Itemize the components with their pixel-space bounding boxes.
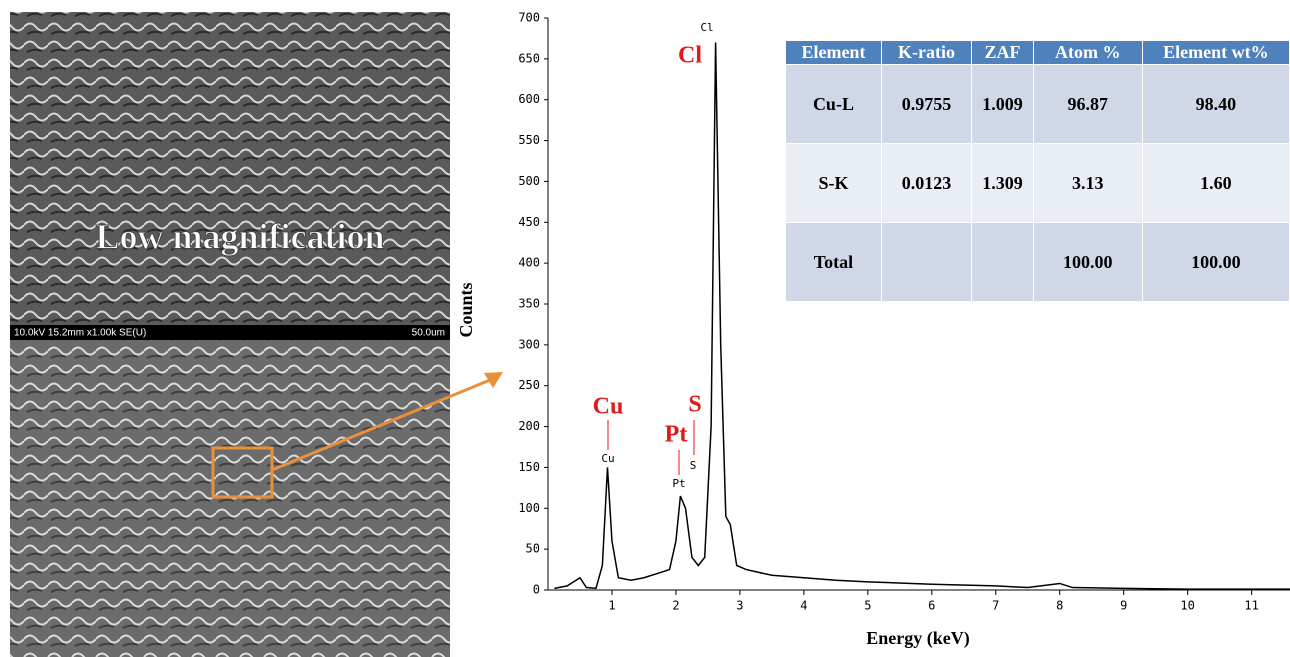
y-tick-label: 450 xyxy=(518,215,540,229)
header-row: Element K-ratio ZAF Atom % Element wt% xyxy=(785,40,1290,65)
peak-annotation: S xyxy=(688,392,701,418)
peak-label: S xyxy=(690,459,697,472)
y-tick-label: 350 xyxy=(518,297,540,311)
header-cell: K-ratio xyxy=(880,40,973,65)
table-cell xyxy=(971,222,1034,302)
peak-annotation: Cu xyxy=(593,394,624,420)
y-tick-label: 300 xyxy=(518,337,540,351)
arrow xyxy=(271,378,491,472)
spectrum-line xyxy=(554,42,1290,590)
y-label: Counts xyxy=(456,282,476,337)
y-tick-label: 700 xyxy=(518,11,540,25)
peak-label: Cl xyxy=(700,21,713,34)
table-cell: 0.9755 xyxy=(880,64,973,144)
x-tick-label: 1 xyxy=(608,599,615,613)
element-table: Element K-ratio ZAF Atom % Element wt% Cu-L 0.… xyxy=(785,40,1290,302)
y-tick-label: 50 xyxy=(526,542,540,556)
table-row: Cu-L 0.9755 1.009 96.87 98.40 xyxy=(785,64,1290,144)
x-tick-label: 5 xyxy=(864,599,871,613)
table-cell: 1.009 xyxy=(971,64,1034,144)
x-tick-label: 11 xyxy=(1244,599,1258,613)
y-tick-label: 200 xyxy=(518,419,540,433)
header-cell: Element xyxy=(785,40,882,65)
y-tick-label: 600 xyxy=(518,92,540,106)
y-tick-label: 550 xyxy=(518,133,540,147)
zoom-box xyxy=(211,446,274,499)
y-tick-label: 100 xyxy=(518,501,540,515)
image-label: Low magnification xyxy=(95,216,384,256)
peak-annotation: Cl xyxy=(678,43,702,69)
table-cell: 98.40 xyxy=(1141,64,1290,144)
table-cell: 96.87 xyxy=(1032,64,1143,144)
peak-label: Cu xyxy=(601,452,614,465)
x-tick-label: 10 xyxy=(1180,599,1194,613)
peak-annotation: Pt xyxy=(665,422,688,448)
x-tick-label: 6 xyxy=(928,599,935,613)
x-label: Energy (keV) xyxy=(866,628,969,649)
header-cell: ZAF xyxy=(971,40,1034,65)
header-cell: Atom % xyxy=(1032,40,1143,65)
y-tick-label: 250 xyxy=(518,378,540,392)
table-cell xyxy=(880,222,973,302)
table-cell: Cu-L xyxy=(785,64,882,144)
y-tick-label: 400 xyxy=(518,256,540,270)
table-cell: 0.0123 xyxy=(880,143,973,223)
sem-scale: 50.0um xyxy=(412,328,445,339)
x-tick-label: 7 xyxy=(992,599,999,613)
y-tick-label: 150 xyxy=(518,460,540,474)
table-cell: 1.60 xyxy=(1141,143,1290,223)
x-tick-label: 4 xyxy=(800,599,807,613)
y-tick-label: 0 xyxy=(533,583,540,597)
x-tick-label: 8 xyxy=(1056,599,1063,613)
x-tick-label: 3 xyxy=(736,599,743,613)
caption-bar xyxy=(10,325,450,340)
table-cell: Total xyxy=(785,222,882,302)
table-row: Total 100.00 100.00 xyxy=(785,222,1290,302)
table-cell: 100.00 xyxy=(1141,222,1290,302)
y-tick-label: 500 xyxy=(518,174,540,188)
sem-caption: 10.0kV 15.2mm x1.00k SE(U) xyxy=(14,328,146,339)
table-cell: 100.00 xyxy=(1032,222,1143,302)
sem-image-low xyxy=(10,12,450,325)
peak-label: Pt xyxy=(672,477,685,490)
table-cell: 1.309 xyxy=(971,143,1034,223)
header-cell: Element wt% xyxy=(1141,40,1290,65)
table-cell: S-K xyxy=(785,143,882,223)
table-cell: 3.13 xyxy=(1032,143,1143,223)
arrow-head xyxy=(484,372,503,388)
table-row: S-K 0.0123 1.309 3.13 1.60 xyxy=(785,143,1290,223)
x-tick-label: 2 xyxy=(672,599,679,613)
y-tick-label: 650 xyxy=(518,51,540,65)
x-tick-label: 9 xyxy=(1120,599,1127,613)
